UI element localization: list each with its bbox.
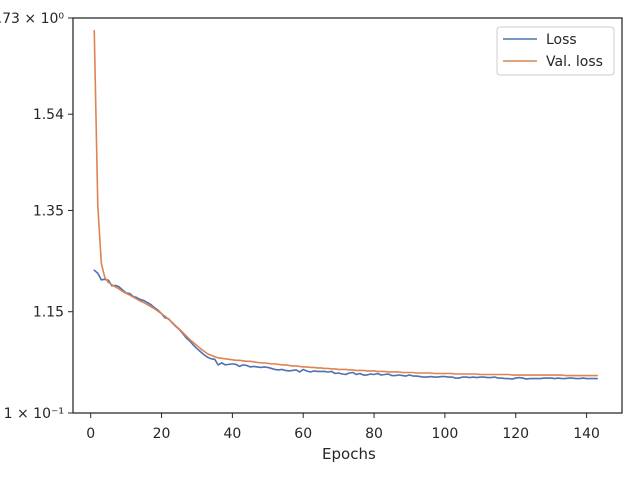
legend-label-val-loss: Val. loss	[546, 54, 603, 70]
x-axis: 0 20 40 60 80 100 120 140	[86, 413, 600, 442]
x-tick-label: 0	[86, 426, 95, 442]
x-axis-label: Epochs	[322, 445, 376, 463]
series-line-val-loss	[93, 29, 599, 377]
y-tick-label: 1.15	[33, 305, 64, 321]
x-tick-label: 100	[432, 426, 459, 442]
y-tick-label: 1.35	[33, 203, 64, 219]
y-tick-label: 1 × 10⁻¹	[4, 406, 64, 422]
x-tick-label: 80	[365, 426, 383, 442]
y-tick-label: 1.54	[33, 107, 64, 123]
legend: Loss Val. loss	[496, 26, 615, 76]
plot-lines	[93, 29, 599, 380]
plot-frame	[72, 17, 623, 414]
x-tick-label: 40	[223, 426, 241, 442]
y-axis: 1 × 10⁻¹ 1.15 1.35 1.54 1.73 × 10⁰	[0, 11, 73, 422]
x-tick-label: 120	[502, 426, 529, 442]
x-tick-label: 60	[294, 426, 312, 442]
x-tick-label: 140	[573, 426, 600, 442]
x-tick-label: 20	[153, 426, 171, 442]
legend-label-loss: Loss	[546, 32, 577, 48]
y-tick-label: 1.73 × 10⁰	[0, 11, 64, 27]
